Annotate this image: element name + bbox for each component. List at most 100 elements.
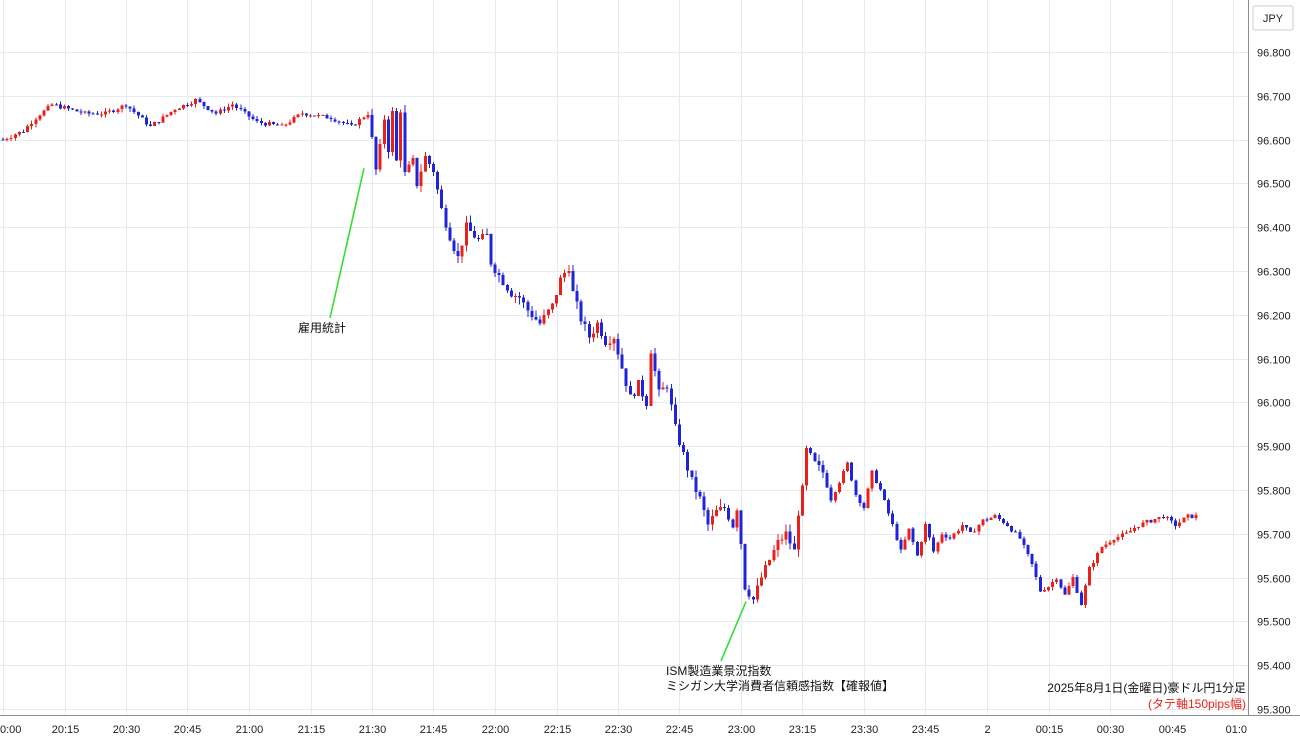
candle-body [87, 111, 91, 114]
candle-body [108, 110, 112, 112]
candle-body [145, 117, 148, 125]
candle-body [337, 121, 341, 123]
candle-body [403, 112, 407, 173]
candle-body [444, 208, 448, 228]
y-tick-label: 96.300 [1257, 267, 1291, 279]
candle-body [714, 510, 718, 517]
candle-body [747, 589, 751, 597]
candle-body [751, 596, 755, 600]
candle-body [1153, 519, 1157, 523]
candle-body [944, 534, 948, 538]
candle-body [973, 531, 977, 533]
candle-body [9, 137, 13, 139]
candle-body [58, 104, 62, 109]
candle-body [329, 118, 333, 120]
y-tick-label: 96.000 [1257, 398, 1291, 410]
y-tick-label: 96.400 [1257, 223, 1291, 235]
x-tick-label: 20:15 [52, 724, 80, 736]
candle-body [887, 499, 891, 514]
candle-body [989, 517, 993, 521]
candle-body [706, 510, 710, 525]
candle-body [1088, 567, 1091, 586]
candle-body [140, 115, 144, 118]
x-tick-label: 23:00 [728, 724, 756, 736]
candle-body [1190, 514, 1194, 518]
candle-body [563, 273, 567, 278]
currency-badge[interactable] [1252, 5, 1294, 31]
candle-body [128, 106, 132, 109]
candle-body [1112, 540, 1116, 543]
candle-body [936, 542, 940, 552]
candle-body [132, 108, 136, 113]
candle-body [805, 447, 809, 486]
candle-body [719, 507, 722, 511]
candle-body [866, 488, 870, 509]
candle-body [30, 124, 34, 127]
candle-body [1137, 526, 1141, 529]
candle-body [276, 124, 280, 126]
candle-body [177, 108, 181, 111]
y-tick-label: 96.700 [1257, 92, 1291, 104]
candle-body [895, 523, 899, 540]
candle-body [952, 533, 956, 539]
candle-body [374, 136, 378, 170]
x-tick-label: 21:00 [236, 724, 264, 736]
candle-body [1100, 547, 1104, 553]
x-tick-label: 23:30 [851, 724, 879, 736]
candle-body [5, 138, 9, 140]
candle-body [1157, 516, 1161, 520]
candle-body [932, 537, 936, 552]
candle-body [850, 462, 854, 481]
candle-body [727, 507, 731, 520]
candle-body [54, 104, 58, 106]
candle-body [366, 114, 370, 118]
candle-body [1026, 544, 1030, 554]
candle-body [1071, 577, 1075, 586]
candle-body [960, 525, 964, 531]
candle-body [79, 111, 83, 113]
candle-body [391, 111, 394, 152]
candle-body [755, 585, 759, 600]
candle-body [198, 99, 202, 102]
x-tick-label: 20:30 [113, 724, 141, 736]
candle-body [1038, 576, 1042, 592]
candle-body [477, 237, 481, 240]
candle-body [1092, 563, 1096, 568]
candle-body [1108, 542, 1112, 545]
candle-body [518, 295, 522, 298]
candle-body [112, 110, 116, 112]
candle-body [604, 336, 608, 345]
candle-body [26, 126, 30, 132]
candle-body [710, 516, 714, 525]
candle-body [464, 222, 468, 246]
candle-body [669, 388, 673, 405]
candle-body [690, 470, 694, 477]
candle-body [345, 123, 349, 124]
candle-body [263, 123, 267, 126]
annotation-michigan: ミシガン大学消費者信頼感指数【確報値】 [666, 678, 894, 693]
candle-body [243, 109, 247, 112]
candle-body [550, 303, 554, 310]
candle-body [202, 101, 206, 106]
candle-body [723, 507, 727, 508]
candle-body [997, 515, 1001, 520]
candle-body [981, 519, 985, 526]
x-tick-label: 2 [984, 724, 990, 736]
candle-body [432, 164, 435, 172]
candle-body [530, 310, 534, 318]
candle-body [829, 487, 833, 501]
candle-body [358, 118, 362, 125]
candle-body [509, 290, 513, 297]
candle-body [222, 109, 226, 111]
candle-body [825, 472, 829, 488]
candle-body [22, 131, 25, 133]
candle-body [1182, 517, 1186, 523]
candle-body [46, 105, 50, 111]
candle-body [665, 387, 669, 389]
x-tick-label: 23:15 [789, 724, 817, 736]
candle-body [854, 480, 858, 495]
annotation-nfp: 雇用統計 [298, 320, 346, 335]
candle-body [460, 245, 464, 257]
candle-body [362, 117, 366, 119]
